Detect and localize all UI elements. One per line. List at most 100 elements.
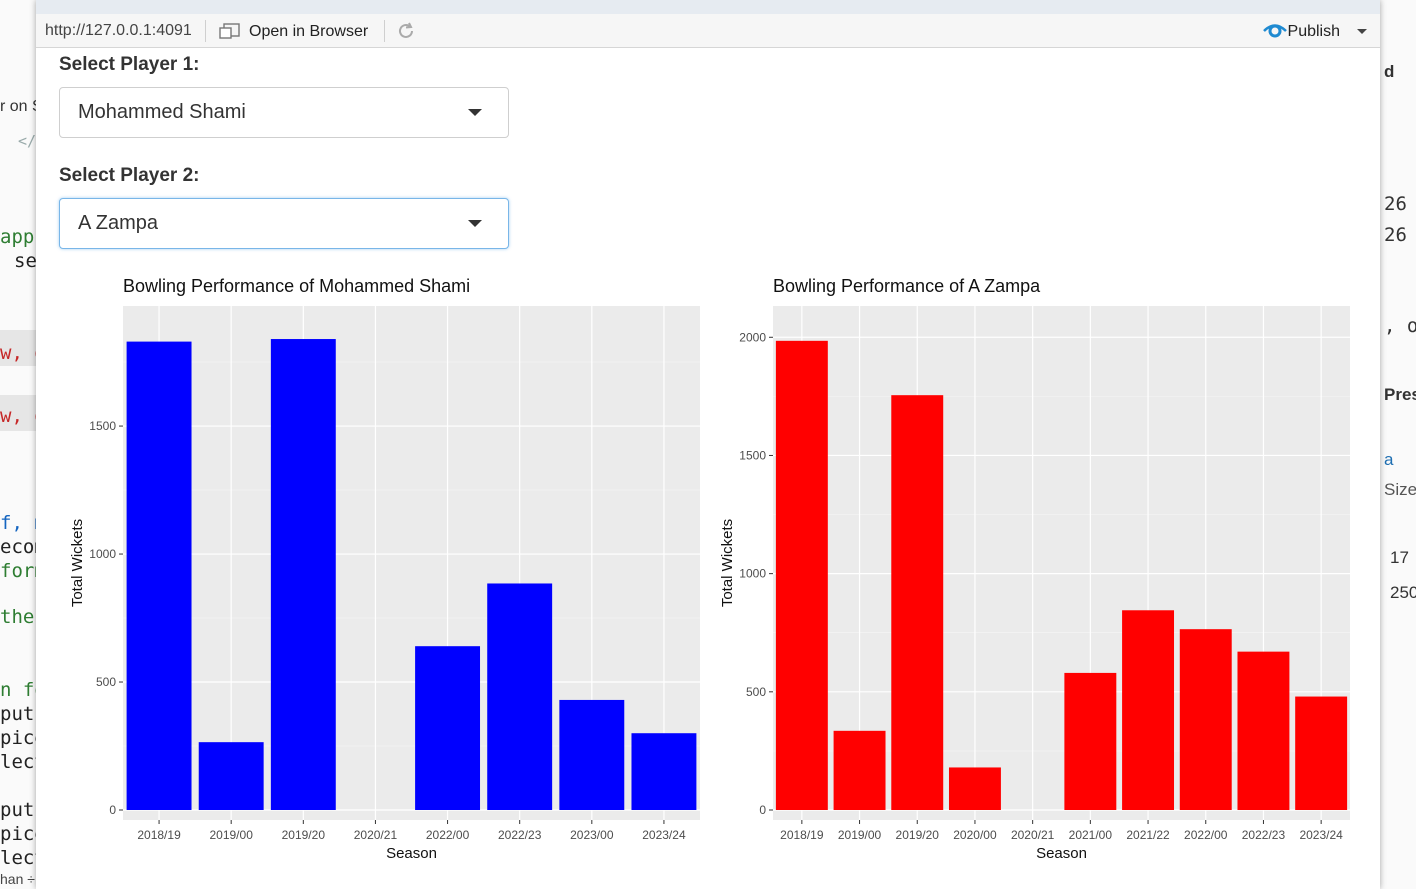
bar: [891, 395, 944, 810]
player2-bowling-plot: Bowling Performance of A Zampa Season To…: [710, 270, 1370, 870]
publish-icon[interactable]: [1263, 22, 1287, 45]
chart-title: Bowling Performance of Mohammed Shami: [123, 276, 470, 296]
open-in-browser-icon[interactable]: [219, 22, 241, 45]
x-tick-label: 2019/00: [209, 828, 253, 842]
y-tick-label: 1000: [89, 547, 116, 561]
bg-fragment: ecom: [0, 536, 36, 558]
bg-fragment: se: [14, 250, 36, 272]
player2-select[interactable]: A Zampa: [59, 198, 509, 249]
bg-fragment: form: [0, 560, 36, 582]
y-tick-label: 500: [746, 685, 766, 699]
bg-fragment: a: [1384, 450, 1394, 469]
x-tick-label: 2019/20: [896, 828, 940, 842]
y-tick-label: 1000: [739, 567, 766, 581]
bg-fragment: d: [1384, 62, 1395, 81]
bg-fragment: lect: [0, 847, 36, 869]
x-tick-label: 2019/00: [838, 828, 882, 842]
bg-fragment: n fo: [0, 679, 36, 701]
bar: [415, 646, 481, 810]
x-tick-label: 2021/00: [1069, 828, 1113, 842]
bg-fragment: putI: [0, 799, 36, 821]
x-tick-label: 2019/20: [282, 828, 326, 842]
y-tick-label: 2000: [739, 330, 766, 344]
player2-selected-value: A Zampa: [78, 212, 159, 234]
viewer-toolbar: http://127.0.0.1:4091 Open in Browser Pu…: [36, 14, 1380, 48]
bg-fragment: lect: [0, 751, 36, 773]
url-display[interactable]: http://127.0.0.1:4091: [45, 22, 192, 39]
window-title-strip: [36, 0, 1380, 14]
player2-label: Select Player 2:: [59, 165, 200, 186]
bar: [126, 341, 192, 810]
chevron-down-icon: [468, 220, 482, 227]
x-tick-label: 2022/00: [426, 828, 470, 842]
player2-chart-svg: Bowling Performance of A Zampa Season To…: [719, 276, 1350, 862]
bg-fragment: Prese: [1384, 385, 1416, 404]
refresh-icon[interactable]: [395, 20, 417, 47]
y-tick-label: 0: [759, 803, 766, 817]
app-content: Select Player 1: Mohammed Shami Select P…: [36, 48, 1380, 889]
x-tick-label: 2022/23: [498, 828, 542, 842]
bar: [1122, 610, 1175, 810]
publish-button[interactable]: Publish: [1287, 23, 1340, 40]
x-axis-label: Season: [386, 845, 437, 862]
background-environment-pane: d 26 26 , o Prese a Size 17 250: [1380, 0, 1416, 889]
y-tick-label: 500: [96, 675, 116, 689]
chevron-down-icon: [468, 109, 482, 116]
x-tick-label: 2022/23: [1242, 828, 1286, 842]
bg-fragment: 250: [1390, 583, 1416, 602]
background-editor-pane: r on S </: app se w, da w, da f, m ecom …: [0, 0, 36, 889]
player1-label: Select Player 1:: [59, 54, 200, 75]
x-tick-label: 2023/00: [570, 828, 614, 842]
bg-fragment: 17: [1390, 548, 1409, 567]
player1-selected-value: Mohammed Shami: [78, 101, 246, 123]
chart-title: Bowling Performance of A Zampa: [773, 276, 1041, 296]
bg-fragment: 26: [1384, 224, 1407, 246]
bg-fragment: w, da: [0, 405, 36, 427]
shiny-viewer-window: http://127.0.0.1:4091 Open in Browser Pu…: [36, 0, 1380, 889]
bar: [948, 767, 1001, 810]
player1-chart-svg: Bowling Performance of Mohammed Shami Se…: [69, 276, 700, 862]
toolbar-separator: [384, 20, 385, 42]
x-tick-label: 2022/00: [1184, 828, 1228, 842]
bg-fragment: f, m: [0, 512, 36, 534]
x-tick-label: 2018/19: [780, 828, 824, 842]
player1-select[interactable]: Mohammed Shami: [59, 87, 509, 138]
bg-fragment: 26: [1384, 193, 1407, 215]
x-tick-label: 2020/00: [953, 828, 997, 842]
bg-fragment: pice: [0, 823, 36, 845]
player1-bowling-plot: Bowling Performance of Mohammed Shami Se…: [60, 270, 720, 870]
y-tick-label: 1500: [89, 419, 116, 433]
bar: [775, 340, 828, 810]
y-axis-label: Total Wickets: [719, 519, 736, 607]
chart-marks: 0 500 1000 1500 2000 2018/19 2019/00 2019/20 202…: [739, 306, 1350, 842]
bg-fragment: app: [0, 226, 35, 248]
toolbar-separator: [205, 20, 206, 42]
publish-dropdown-icon[interactable]: [1357, 29, 1367, 34]
bg-fragment: pice: [0, 727, 36, 749]
x-tick-label: 2021/22: [1126, 828, 1170, 842]
bar: [559, 699, 625, 810]
x-axis-label: Season: [1036, 845, 1087, 862]
bar: [270, 339, 336, 810]
bar: [833, 730, 886, 810]
x-tick-label: 2023/24: [642, 828, 686, 842]
bg-fragment: </:: [18, 132, 36, 150]
bg-fragment: , o: [1384, 315, 1416, 337]
y-tick-label: 1500: [739, 448, 766, 462]
bar: [631, 733, 697, 810]
x-tick-label: 2023/24: [1299, 828, 1343, 842]
bar: [1295, 696, 1348, 810]
bg-fragment: han ÷: [0, 871, 35, 887]
x-tick-label: 2018/19: [137, 828, 181, 842]
bg-fragment: r on S: [0, 98, 36, 115]
bar: [1064, 672, 1117, 810]
bar: [1179, 629, 1232, 810]
x-tick-label: 2020/21: [1011, 828, 1055, 842]
bg-fragment: putI: [0, 703, 36, 725]
y-axis-label: Total Wickets: [69, 519, 86, 607]
bar: [198, 742, 264, 810]
bg-fragment: w, da: [0, 342, 36, 364]
bar: [487, 583, 553, 810]
y-tick-label: 0: [109, 803, 116, 817]
open-in-browser-button[interactable]: Open in Browser: [249, 23, 369, 40]
